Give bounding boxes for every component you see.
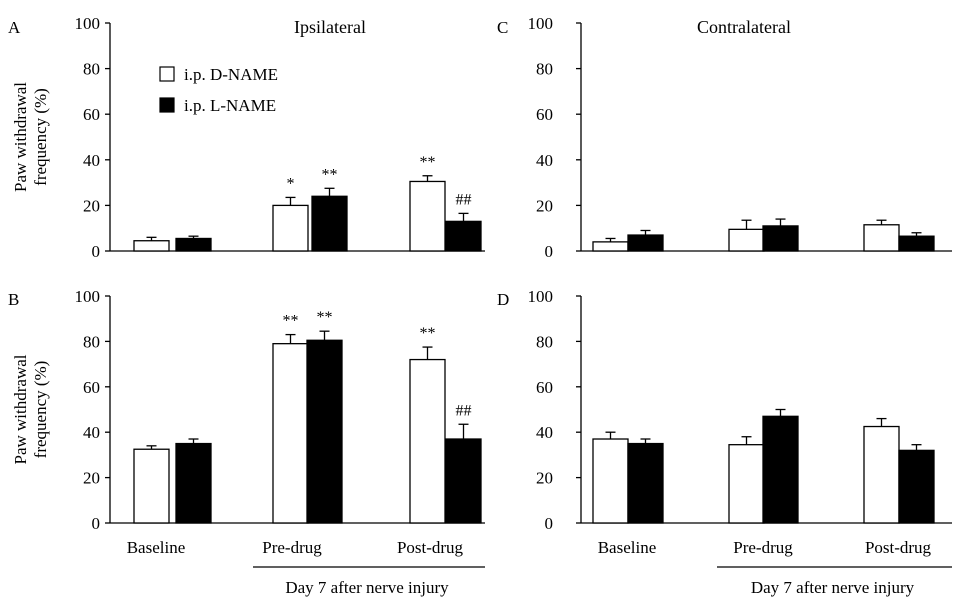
significance-marker: * xyxy=(287,175,295,192)
category-label: Post-drug xyxy=(865,538,932,557)
bar-l-name xyxy=(306,339,343,524)
bar-d-name xyxy=(272,343,309,524)
y-tick-label: 60 xyxy=(83,105,100,124)
y-tick-label: 0 xyxy=(92,242,101,261)
y-tick-label: 20 xyxy=(536,469,553,488)
bar-d-name xyxy=(272,204,309,252)
y-tick-label: 60 xyxy=(83,378,100,397)
bar-l-name xyxy=(445,220,482,252)
y-tick-label: 0 xyxy=(545,514,554,533)
bar-d-name xyxy=(728,228,765,252)
bar-d-name xyxy=(863,425,900,524)
y-tick-label: 100 xyxy=(75,14,101,33)
panel-letter: D xyxy=(497,290,509,309)
bar-l-name xyxy=(445,438,482,524)
bar-l-name xyxy=(175,237,212,252)
bar-l-name xyxy=(898,449,935,524)
y-tick-label: 20 xyxy=(83,469,100,488)
y-tick-label: 100 xyxy=(75,287,101,306)
bar-d-name xyxy=(409,180,446,252)
legend-label-filled: i.p. L-NAME xyxy=(184,96,276,115)
bar-d-name xyxy=(592,438,629,524)
y-tick-label: 40 xyxy=(536,423,553,442)
panel-title: Ipsilateral xyxy=(294,17,366,37)
bar-d-name xyxy=(863,224,900,252)
panel-a: 0 20 40 60 80 100 A Ipsilateral Paw withdrawal fr… xyxy=(8,14,485,261)
bar-d-name xyxy=(592,241,629,252)
y-tick-label: 100 xyxy=(528,14,554,33)
group-label: Day 7 after nerve injury xyxy=(285,578,449,597)
legend-swatch-open xyxy=(159,66,175,82)
panel-letter: C xyxy=(497,18,508,37)
bar-l-name xyxy=(627,442,664,524)
panel-title: Contralateral xyxy=(697,17,791,37)
y-tick-label: 20 xyxy=(83,196,100,215)
group-label: Day 7 after nerve injury xyxy=(751,578,915,597)
panel-letter: B xyxy=(8,290,19,309)
significance-marker: ** xyxy=(420,325,436,342)
bar-l-name xyxy=(762,415,799,524)
panel-d: 0 20 40 60 80 100 D Baseline Pre-drug Post-drug Da… xyxy=(497,287,952,597)
y-tick-label: 80 xyxy=(536,60,553,79)
bar-d-name xyxy=(409,358,446,524)
bar-d-name xyxy=(133,240,170,252)
y-tick-label: 60 xyxy=(536,105,553,124)
legend-label-open: i.p. D-NAME xyxy=(184,65,278,84)
legend-swatch-filled xyxy=(159,97,175,113)
bar-d-name xyxy=(133,448,170,524)
category-label: Pre-drug xyxy=(262,538,322,557)
significance-marker: ** xyxy=(420,154,436,171)
bar-l-name xyxy=(175,442,212,524)
panel-c: 0 20 40 60 80 100 C Contralateral xyxy=(497,14,952,261)
y-tick-label: 100 xyxy=(528,287,554,306)
y-tick-label: 80 xyxy=(83,332,100,351)
y-tick-label: 0 xyxy=(545,242,554,261)
category-label: Baseline xyxy=(598,538,657,557)
y-tick-label: 20 xyxy=(536,196,553,215)
significance-marker: ## xyxy=(456,402,472,419)
bar-d-name xyxy=(728,444,765,524)
y-axis-label: frequency (%) xyxy=(31,88,50,186)
y-tick-label: 40 xyxy=(83,423,100,442)
significance-marker: ** xyxy=(283,313,299,330)
category-label: Pre-drug xyxy=(733,538,793,557)
y-tick-label: 40 xyxy=(536,151,553,170)
y-axis-label: frequency (%) xyxy=(31,361,50,459)
bar-l-name xyxy=(762,225,799,252)
significance-marker: ## xyxy=(456,191,472,208)
y-axis-label: Paw withdrawal xyxy=(11,354,30,464)
bar-l-name xyxy=(898,235,935,252)
bar-l-name xyxy=(311,195,348,252)
category-label: Post-drug xyxy=(397,538,464,557)
panel-letter: A xyxy=(8,18,21,37)
y-axis-label: Paw withdrawal xyxy=(11,82,30,192)
significance-marker: ** xyxy=(317,309,333,326)
y-tick-label: 80 xyxy=(536,332,553,351)
legend: i.p. D-NAME i.p. L-NAME xyxy=(159,65,278,115)
y-tick-label: 40 xyxy=(83,151,100,170)
y-tick-label: 60 xyxy=(536,378,553,397)
significance-marker: ** xyxy=(322,166,338,183)
panel-b: 0 20 40 60 80 100 B Paw withdrawal frequency (%)… xyxy=(8,287,485,597)
bar-l-name xyxy=(627,234,664,252)
category-label: Baseline xyxy=(127,538,186,557)
y-tick-label: 0 xyxy=(92,514,101,533)
y-tick-label: 80 xyxy=(83,60,100,79)
